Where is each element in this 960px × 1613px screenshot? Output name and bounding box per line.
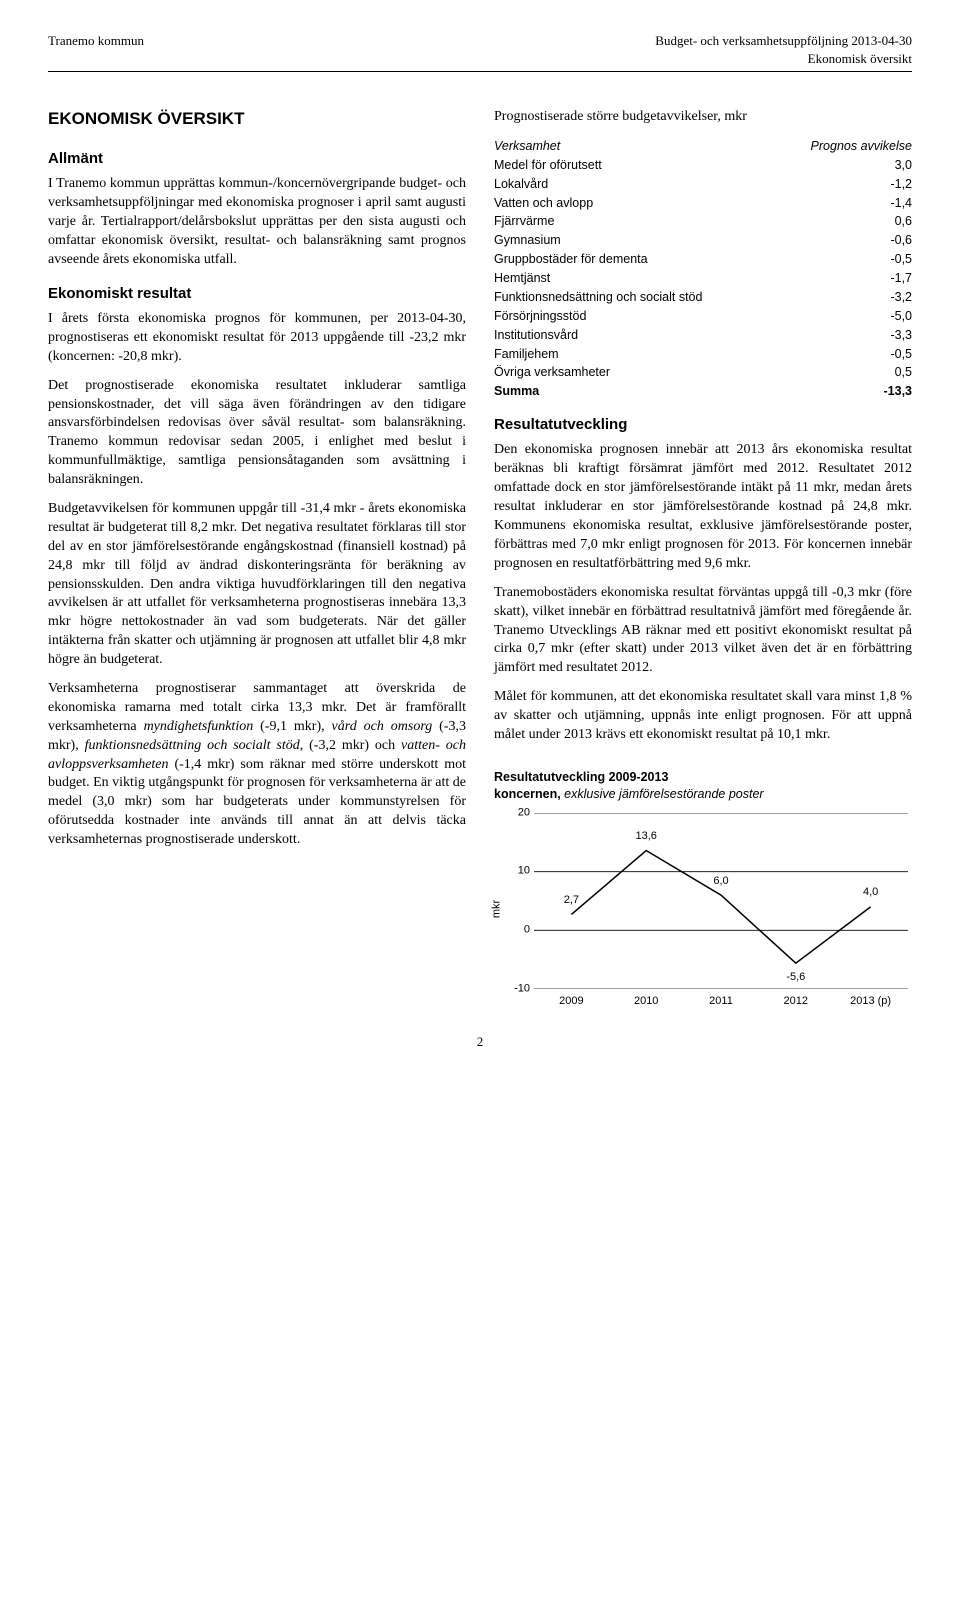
heading-allmant: Allmänt: [48, 149, 466, 169]
doc-title: EKONOMISK ÖVERSIKT: [48, 108, 466, 131]
right-column: Prognostiserade större budgetavvikelser,…: [494, 108, 912, 1009]
chart-block: Resultatutveckling 2009-2013 koncernen, …: [494, 769, 912, 1009]
chart-svg: [534, 813, 908, 989]
heading-prognostiserade: Prognostiserade större budgetavvikelser,…: [494, 108, 912, 127]
header-right-line2: Ekonomisk översikt: [655, 50, 912, 68]
table-row: Gruppbostäder för dementa-0,5: [494, 250, 912, 269]
table-row: Fjärrvärme0,6: [494, 212, 912, 231]
chart-y-tick: 10: [504, 864, 530, 879]
para-eko3: Budgetavvikelsen för kommunen uppgår til…: [48, 500, 466, 670]
chart-y-tick: 0: [504, 923, 530, 938]
para-res3: Målet för kommunen, att det ekonomiska r…: [494, 688, 912, 745]
page-number: 2: [48, 1033, 912, 1051]
para-allmant: I Tranemo kommun upprättas kommun-/konce…: [48, 175, 466, 269]
two-column-layout: EKONOMISK ÖVERSIKT Allmänt I Tranemo kom…: [48, 108, 912, 1009]
chart-x-tick: 2012: [758, 994, 833, 1009]
chart-x-tick: 2009: [534, 994, 609, 1009]
table-row: Institutionsvård-3,3: [494, 326, 912, 345]
para-eko1: I årets första ekonomiska prognos för ko…: [48, 310, 466, 367]
heading-resultatutveckling: Resultatutveckling: [494, 415, 912, 435]
chart-title-line2a: koncernen,: [494, 787, 564, 801]
table-row: Lokalvård-1,2: [494, 175, 912, 194]
chart-data-label: -5,6: [786, 970, 805, 985]
line-chart: mkr -10010202,713,66,0-5,64,0 2009201020…: [494, 809, 912, 1009]
chart-data-label: 4,0: [863, 885, 878, 900]
left-column: EKONOMISK ÖVERSIKT Allmänt I Tranemo kom…: [48, 108, 466, 1009]
page-header: Tranemo kommun Budget- och verksamhetsup…: [48, 32, 912, 72]
chart-y-label: mkr: [490, 899, 505, 917]
chart-plot-area: -10010202,713,66,0-5,64,0: [534, 813, 908, 989]
chart-x-tick: 2011: [684, 994, 759, 1009]
chart-data-label: 6,0: [713, 874, 728, 889]
chart-y-tick: 20: [504, 805, 530, 820]
header-right: Budget- och verksamhetsuppföljning 2013-…: [655, 32, 912, 67]
para-res1: Den ekonomiska prognosen innebär att 201…: [494, 441, 912, 573]
table-row: Medel för oförutsett3,0: [494, 156, 912, 175]
table-row: Gymnasium-0,6: [494, 231, 912, 250]
chart-y-tick: -10: [504, 981, 530, 996]
header-right-line1: Budget- och verksamhetsuppföljning 2013-…: [655, 32, 912, 50]
header-left: Tranemo kommun: [48, 32, 144, 67]
chart-title: Resultatutveckling 2009-2013 koncernen, …: [494, 769, 912, 803]
table-row: Försörjningsstöd-5,0: [494, 307, 912, 326]
chart-title-line2b: exklusive jämförelsestörande poster: [564, 787, 763, 801]
table-row: Vatten och avlopp-1,4: [494, 194, 912, 213]
deviation-table: VerksamhetPrognos avvikelseMedel för ofö…: [494, 137, 912, 401]
table-row: Familjehem-0,5: [494, 345, 912, 364]
table-row: Funktionsnedsättning och socialt stöd-3,…: [494, 288, 912, 307]
chart-x-ticks: 20092010201120122013 (p): [534, 994, 908, 1009]
para-eko4: Verksamheterna prognostiserar sammantage…: [48, 680, 466, 850]
table-row: Hemtjänst-1,7: [494, 269, 912, 288]
chart-data-label: 2,7: [564, 893, 579, 908]
chart-title-line1: Resultatutveckling 2009-2013: [494, 770, 668, 784]
heading-ekonomiskt-resultat: Ekonomiskt resultat: [48, 284, 466, 304]
chart-x-tick: 2010: [609, 994, 684, 1009]
chart-data-label: 13,6: [635, 829, 656, 844]
para-eko2: Det prognostiserade ekonomiska resultate…: [48, 377, 466, 490]
para-res2: Tranemobostäders ekonomiska resultat för…: [494, 584, 912, 678]
table-col-value: Prognos avvikelse: [775, 137, 912, 156]
table-row: Övriga verksamheter0,5: [494, 363, 912, 382]
chart-x-tick: 2013 (p): [833, 994, 908, 1009]
